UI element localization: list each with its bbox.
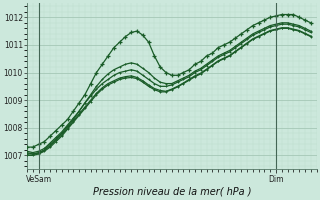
X-axis label: Pression niveau de la mer( hPa ): Pression niveau de la mer( hPa ) bbox=[92, 187, 251, 197]
